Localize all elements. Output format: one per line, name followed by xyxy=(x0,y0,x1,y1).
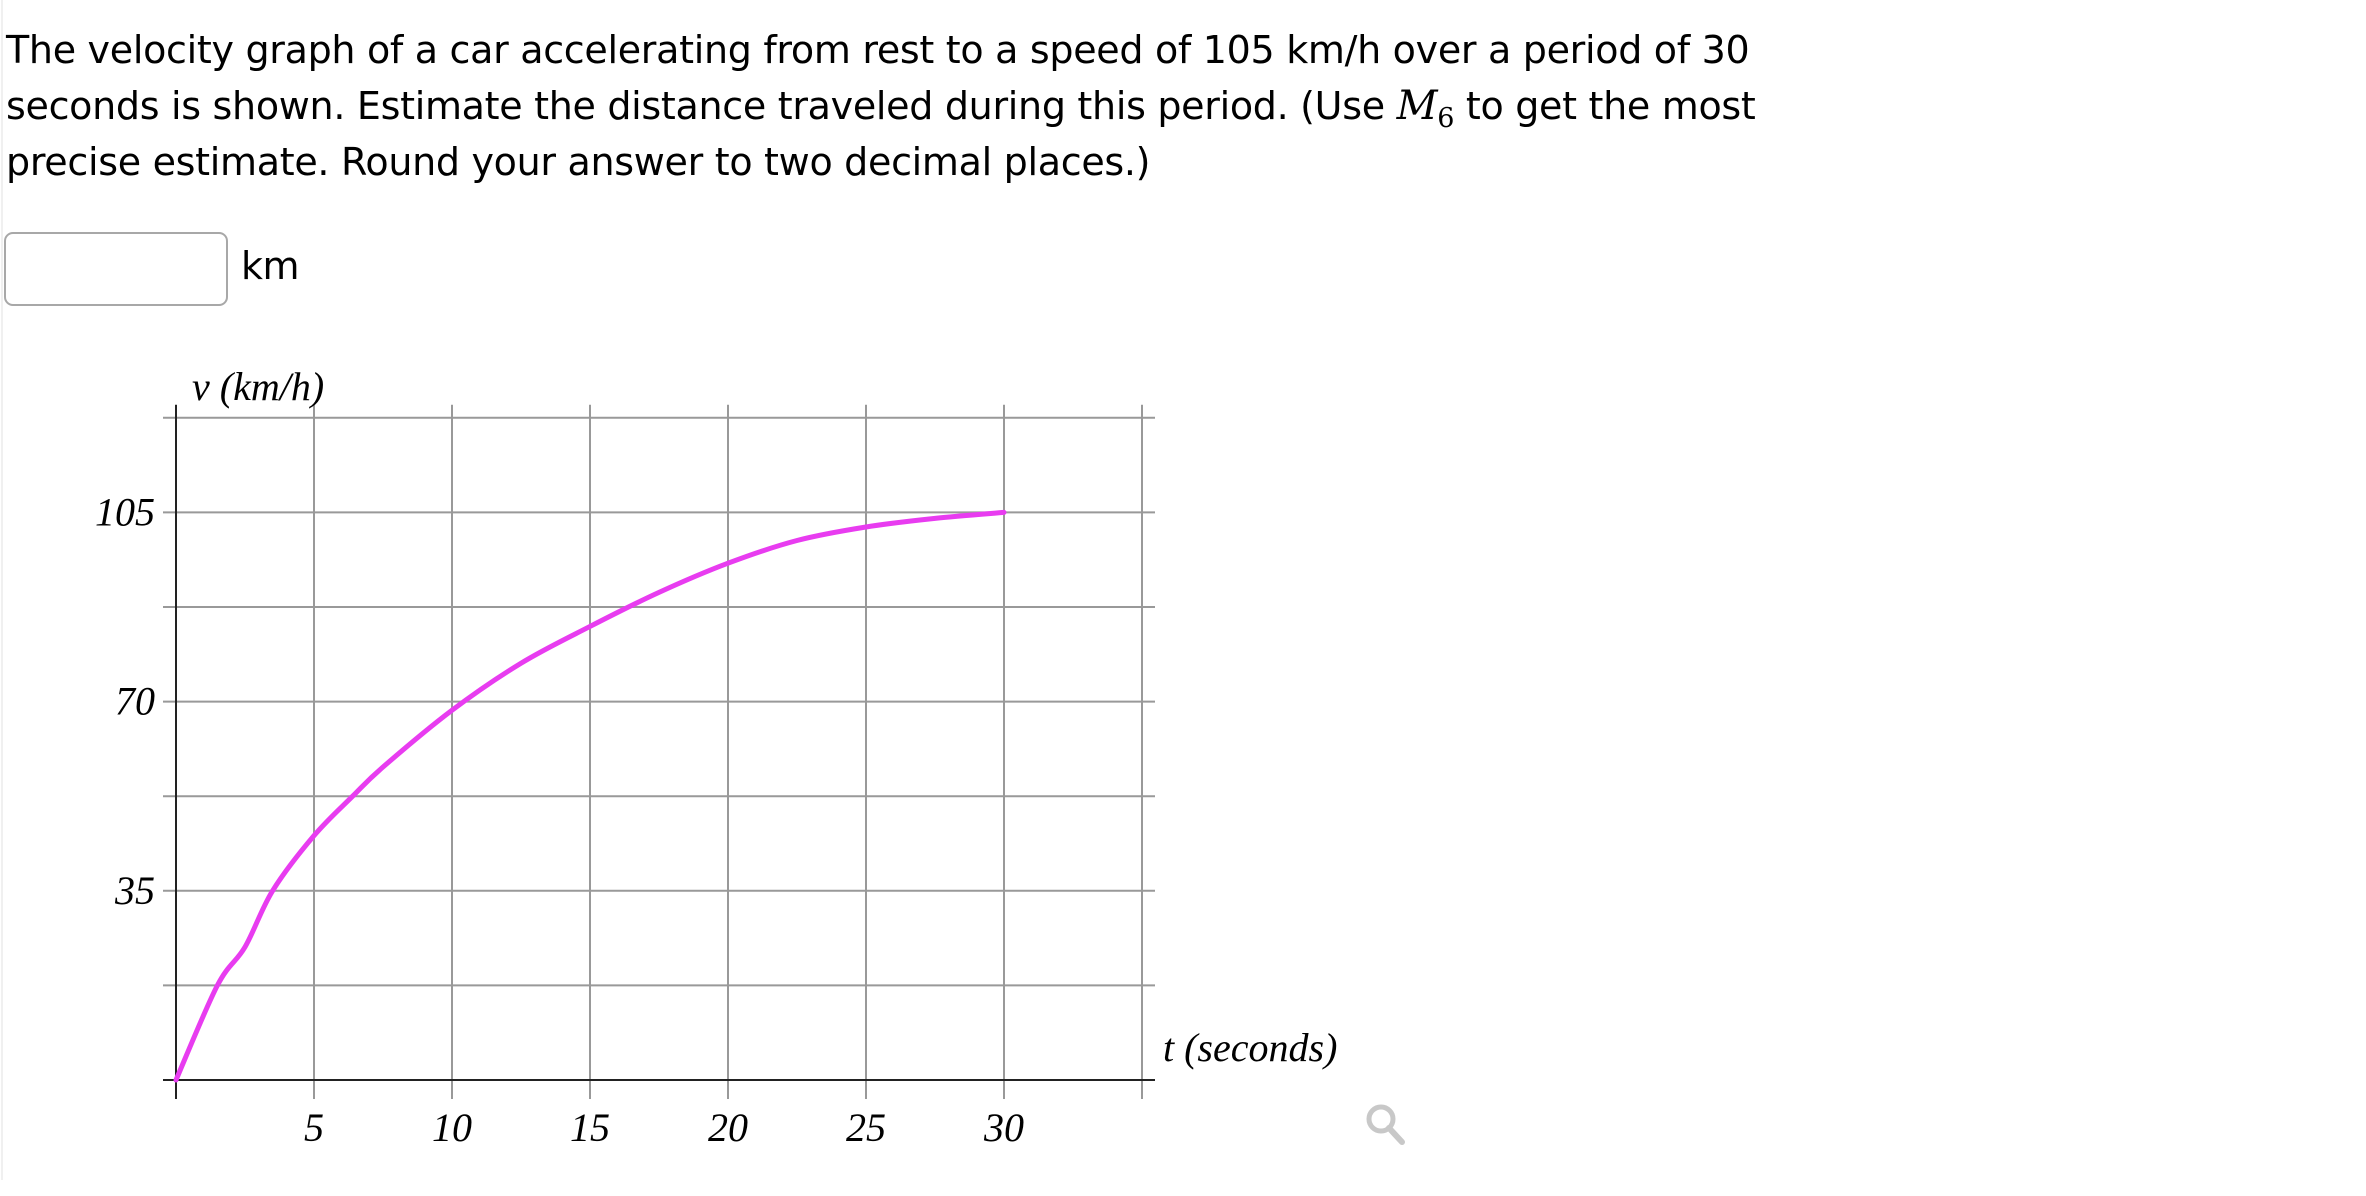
x-tick-label: 10 xyxy=(432,1105,472,1150)
content-left-border xyxy=(1,0,3,1180)
chart-grid xyxy=(163,404,1155,1099)
answer-unit: km xyxy=(241,244,300,288)
magnifier-icon[interactable] xyxy=(1362,1100,1412,1150)
question-text: The velocity graph of a car accelerating… xyxy=(6,22,1766,190)
x-tick-label: 5 xyxy=(304,1105,324,1150)
midpoint-rule-symbol: M6 xyxy=(1396,83,1455,132)
x-tick-label: 15 xyxy=(570,1105,610,1150)
math-subscript: 6 xyxy=(1437,103,1455,134)
math-symbol-m: M xyxy=(1396,83,1438,129)
x-axis-label: t (seconds) xyxy=(1163,1025,1337,1070)
x-tick-label: 20 xyxy=(708,1105,748,1150)
y-tick-label: 35 xyxy=(114,868,155,913)
y-tick-label: 105 xyxy=(95,489,155,534)
answer-input[interactable] xyxy=(4,232,228,306)
chart-tick-labels: 5 10 15 20 25 30 35 70 105 xyxy=(95,489,1024,1150)
y-axis-label: v (km/h) xyxy=(192,364,324,409)
question-text-before: The velocity graph of a car accelerating… xyxy=(6,28,1750,128)
velocity-curve xyxy=(173,509,1007,1083)
y-tick-label: 70 xyxy=(115,679,155,724)
answer-row: km xyxy=(4,232,300,310)
question-text-after: to get the most precise estimate. Round … xyxy=(6,84,1756,184)
x-tick-label: 30 xyxy=(983,1105,1024,1150)
x-tick-label: 25 xyxy=(846,1105,886,1150)
chart-axes xyxy=(163,404,1155,1099)
